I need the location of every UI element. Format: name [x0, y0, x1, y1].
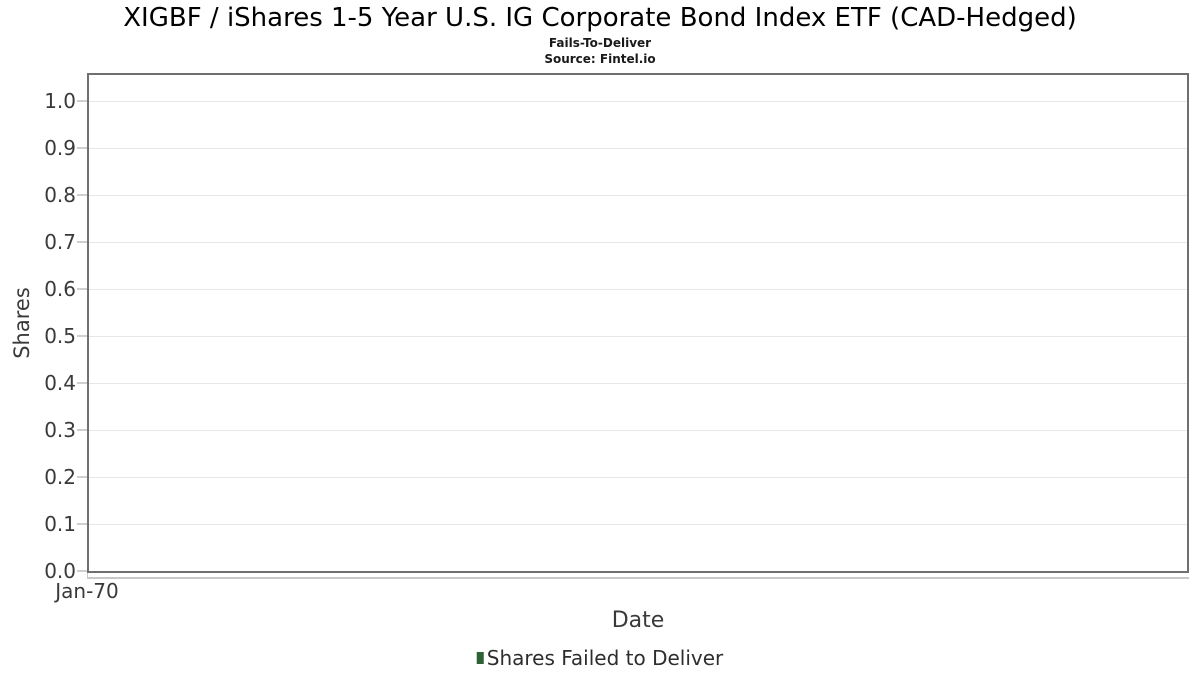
gridline: [89, 477, 1187, 478]
y-tick-mark: [77, 100, 87, 102]
chart-title: XIGBF / iShares 1-5 Year U.S. IG Corpora…: [123, 3, 1077, 33]
chart-source: Source: Fintel.io: [544, 52, 656, 66]
gridline: [89, 336, 1187, 337]
y-tick-label: 0.4: [44, 371, 76, 395]
gridline: [89, 430, 1187, 431]
y-tick-label: 0.5: [44, 324, 76, 348]
gridline: [89, 148, 1187, 149]
y-tick-label: 0.1: [44, 512, 76, 536]
gridline: [89, 242, 1187, 243]
legend-marker-icon: [476, 652, 484, 664]
y-tick-label: 0.0: [44, 559, 76, 583]
gridline: [89, 524, 1187, 525]
y-tick-mark: [77, 288, 87, 290]
x-tick-label: Jan-70: [55, 579, 119, 603]
y-tick-mark: [77, 241, 87, 243]
gridline: [89, 383, 1187, 384]
gridline: [89, 289, 1187, 290]
x-axis-line: [87, 577, 1189, 579]
y-tick-mark: [77, 476, 87, 478]
legend-label: Shares Failed to Deliver: [486, 646, 724, 670]
chart-subtitle: Fails-To-Deliver: [548, 36, 652, 50]
legend: Shares Failed to Deliver: [476, 646, 724, 670]
y-tick-label: 1.0: [44, 89, 76, 113]
y-tick-label: 0.7: [44, 230, 76, 254]
plot-area: [87, 73, 1189, 573]
y-tick-label: 0.9: [44, 136, 76, 160]
y-tick-mark: [77, 570, 87, 572]
x-tick-mark: [87, 573, 88, 579]
y-tick-mark: [77, 523, 87, 525]
y-tick-label: 0.8: [44, 183, 76, 207]
y-tick-mark: [77, 194, 87, 196]
y-tick-mark: [77, 382, 87, 384]
y-tick-mark: [77, 147, 87, 149]
x-axis-title: Date: [611, 608, 665, 633]
gridline: [89, 195, 1187, 196]
gridline: [89, 101, 1187, 102]
y-tick-mark: [77, 335, 87, 337]
y-tick-label: 0.6: [44, 277, 76, 301]
y-tick-label: 0.3: [44, 418, 76, 442]
y-tick-label: 0.2: [44, 465, 76, 489]
y-tick-mark: [77, 429, 87, 431]
